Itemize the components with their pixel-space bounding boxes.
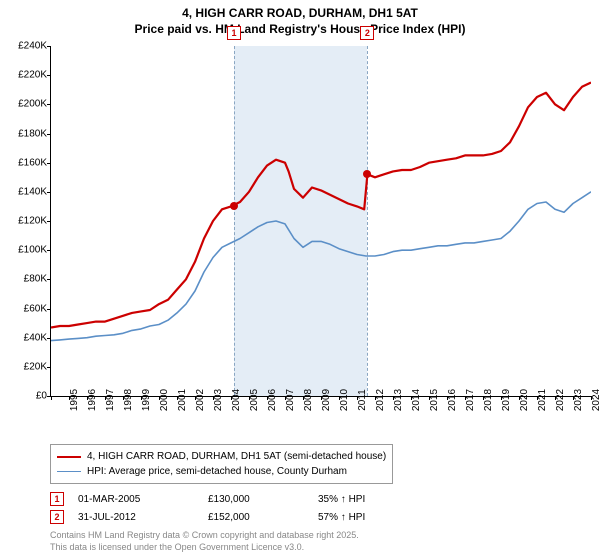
ytick-label: £200K [18, 99, 47, 110]
footer-line1: Contains HM Land Registry data © Crown c… [50, 530, 359, 542]
ytick-label: £120K [18, 216, 47, 227]
title-line1: 4, HIGH CARR ROAD, DURHAM, DH1 5AT [0, 6, 600, 22]
sale-point-dot [230, 202, 238, 210]
sale-marker-2: 2 [50, 510, 64, 524]
sale-point-dot [363, 170, 371, 178]
sale-hpi-1: 35% ↑ HPI [318, 494, 428, 505]
sale-marker-box: 2 [360, 26, 374, 40]
sale-date-2: 31-JUL-2012 [78, 512, 208, 523]
sale-date-1: 01-MAR-2005 [78, 494, 208, 505]
sale-price-2: £152,000 [208, 512, 318, 523]
sale-price-1: £130,000 [208, 494, 318, 505]
chart-area: 12 £0£20K£40K£60K£80K£100K£120K£140K£160… [50, 46, 590, 396]
ytick-label: £40K [24, 332, 47, 343]
chart-container: 4, HIGH CARR ROAD, DURHAM, DH1 5AT Price… [0, 0, 600, 560]
sale-row-2: 2 31-JUL-2012 £152,000 57% ↑ HPI [50, 508, 428, 526]
sale-table: 1 01-MAR-2005 £130,000 35% ↑ HPI 2 31-JU… [50, 490, 428, 526]
sale-marker-box: 1 [227, 26, 241, 40]
sale-hpi-2: 57% ↑ HPI [318, 512, 428, 523]
plot-area: 12 £0£20K£40K£60K£80K£100K£120K£140K£160… [50, 46, 591, 397]
legend-label-2: HPI: Average price, semi-detached house,… [87, 464, 347, 479]
legend-item-2: HPI: Average price, semi-detached house,… [57, 464, 386, 479]
ytick-label: £220K [18, 70, 47, 81]
ytick-label: £240K [18, 41, 47, 52]
legend-swatch-2 [57, 471, 81, 472]
chart-title: 4, HIGH CARR ROAD, DURHAM, DH1 5AT Price… [0, 0, 600, 37]
line-series-svg [51, 46, 591, 396]
ytick-label: £0 [36, 391, 47, 402]
footer-attribution: Contains HM Land Registry data © Crown c… [50, 530, 359, 553]
ytick-label: £80K [24, 274, 47, 285]
title-line2: Price paid vs. HM Land Registry's House … [0, 22, 600, 38]
footer-line2: This data is licensed under the Open Gov… [50, 542, 359, 554]
ytick-label: £60K [24, 303, 47, 314]
ytick-label: £100K [18, 245, 47, 256]
legend-swatch-1 [57, 456, 81, 458]
xtick-label: 2025 [591, 389, 600, 411]
ytick-label: £140K [18, 186, 47, 197]
ytick-label: £160K [18, 157, 47, 168]
ytick-label: £180K [18, 128, 47, 139]
sale-row-1: 1 01-MAR-2005 £130,000 35% ↑ HPI [50, 490, 428, 508]
sale-marker-1: 1 [50, 492, 64, 506]
legend-label-1: 4, HIGH CARR ROAD, DURHAM, DH1 5AT (semi… [87, 449, 386, 464]
ytick-label: £20K [24, 361, 47, 372]
legend-item-1: 4, HIGH CARR ROAD, DURHAM, DH1 5AT (semi… [57, 449, 386, 464]
legend-box: 4, HIGH CARR ROAD, DURHAM, DH1 5AT (semi… [50, 444, 393, 484]
